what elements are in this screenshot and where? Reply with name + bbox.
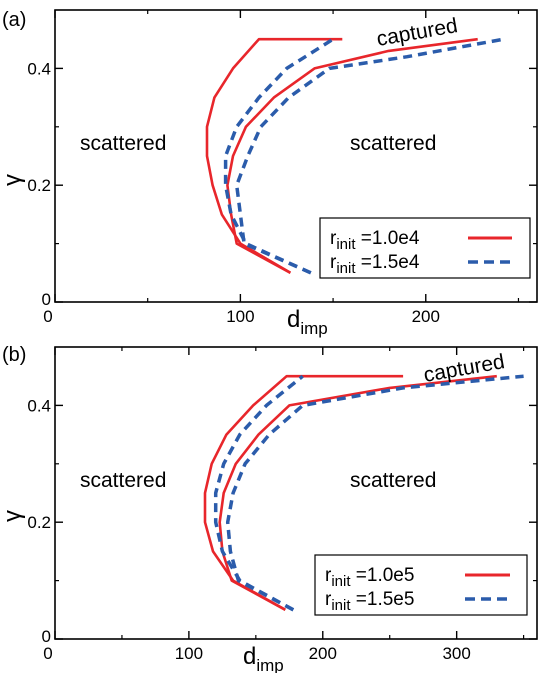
panel-a-xtick-label: 0 xyxy=(43,307,52,326)
panel-a-series-2-inner-line xyxy=(223,37,335,275)
panel-b-annotation-left: scattered xyxy=(80,469,166,492)
panel-b-xtick-label: 200 xyxy=(309,644,337,663)
panel-b-legend-label-1: rinit =1.0e5 xyxy=(325,565,414,590)
panel-b-legend-label-2: rinit =1.5e5 xyxy=(325,589,414,614)
panel-b-ytick-label: 0 xyxy=(42,627,51,646)
panel-a-ytick-label: 0.4 xyxy=(27,59,51,78)
panel-a-annotation-right: scattered xyxy=(350,132,436,155)
panel-a-plot-frame xyxy=(54,9,538,303)
panel-a-xtick-label: 200 xyxy=(412,307,440,326)
panel-b-ytick-label: 0.4 xyxy=(27,396,51,415)
panel-b-ylabel: γ xyxy=(0,510,26,522)
panel-a-ticks: 0 100 200 0 0.2 0.4 xyxy=(27,10,537,326)
panel-a-xtick-label: 100 xyxy=(226,307,254,326)
panel-b-ytick-label: 0.2 xyxy=(27,513,51,532)
panel-a-label: (a) xyxy=(2,9,26,31)
panel-a-xlabel: dimp xyxy=(287,306,328,338)
panel-b-annotation-right: scattered xyxy=(350,469,436,492)
panel-b-xtick-label: 300 xyxy=(442,644,470,663)
panel-a-legend-label-1: rinit =1.0e4 xyxy=(330,228,420,253)
panel-b-plot-frame xyxy=(54,346,538,640)
panel-b-series-1-outer-line xyxy=(218,374,497,611)
panel-b-xtick-label: 100 xyxy=(175,644,203,663)
panel-b-xlabel: dimp xyxy=(243,643,284,673)
panel-a-annotation-top: captured xyxy=(375,14,459,51)
panel-a-ytick-label: 0 xyxy=(42,290,51,309)
panel-b: (b) γ 0 100 200 300 0 0.2 0.4 scattered scatte… xyxy=(0,344,538,673)
panel-b-ticks: 0 100 200 300 0 0.2 0.4 xyxy=(27,347,537,663)
panel-a-annotation-left: scattered xyxy=(80,132,166,155)
panel-a: (a) γ 0 100 200 0 0.2 0.4 scattered scattered… xyxy=(0,9,538,338)
panel-b-curves xyxy=(203,374,524,612)
panel-a-legend-label-2: rinit =1.5e4 xyxy=(330,252,420,277)
panel-b-xtick-label: 0 xyxy=(43,644,52,663)
panel-b-series-2-outer-line xyxy=(225,374,524,612)
panel-a-legend: rinit =1.0e4 rinit =1.5e4 xyxy=(319,217,531,279)
panel-a-ytick-label: 0.2 xyxy=(27,176,51,195)
panel-b-legend-box xyxy=(314,554,528,616)
panel-a-legend-box xyxy=(319,217,531,279)
panel-a-ylabel: γ xyxy=(0,174,26,186)
panel-b-label: (b) xyxy=(2,344,26,366)
panel-b-series-2-inner-line xyxy=(213,374,304,612)
panel-a-curves xyxy=(205,37,504,275)
panel-a-series-1-inner-line xyxy=(205,37,343,274)
panel-a-series-1-outer-line xyxy=(226,37,478,274)
panel-b-series-1-inner-line xyxy=(203,374,404,611)
panel-b-legend: rinit =1.0e5 rinit =1.5e5 xyxy=(314,554,528,616)
